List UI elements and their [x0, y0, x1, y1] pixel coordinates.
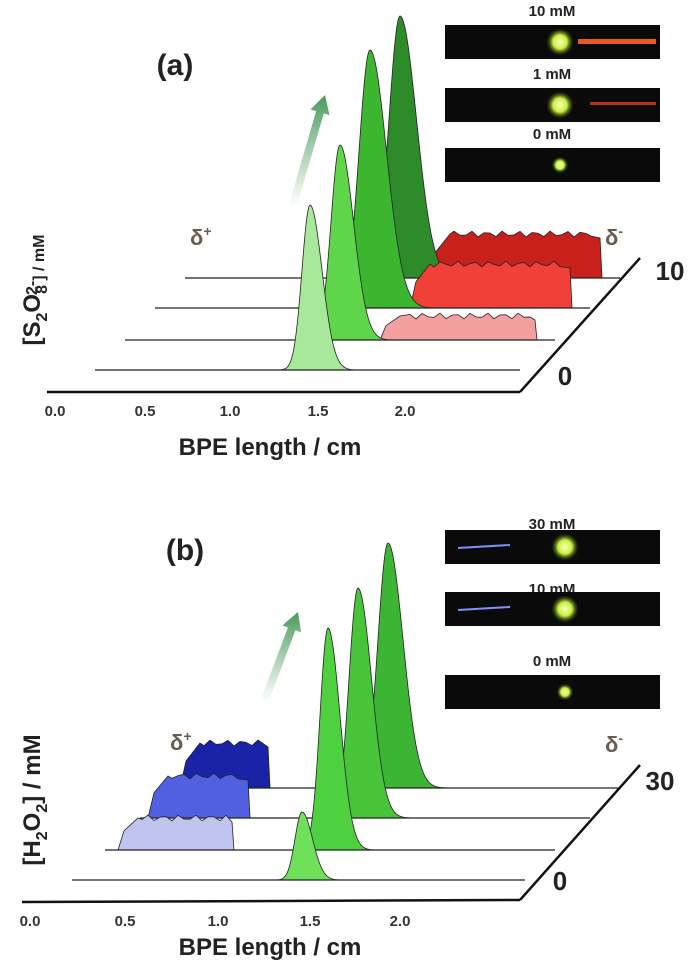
trend-arrow — [261, 612, 302, 702]
x-tick-label: 2.0 — [390, 913, 411, 930]
delta-sign: + — [183, 728, 191, 744]
peak — [277, 204, 359, 371]
x-tick-label: 0.5 — [135, 403, 156, 420]
plateau — [409, 260, 573, 309]
inset-label: 1 mM — [533, 66, 571, 83]
inset-label: 0 mM — [533, 126, 571, 143]
inset-glow — [551, 533, 579, 561]
inset-image — [445, 675, 660, 709]
y-label-part: ] / mM — [31, 235, 48, 281]
plateau — [117, 814, 235, 851]
inset-glow — [551, 595, 579, 623]
x-tick-label: 0.0 — [45, 403, 66, 420]
trend-arrow — [289, 95, 330, 207]
inset-label: 0 mM — [533, 653, 571, 670]
delta-symbol: δ — [170, 730, 183, 755]
delta-symbol: δ — [190, 225, 203, 250]
panel-label: (a) — [157, 49, 194, 82]
cathode-label: δ- — [605, 223, 623, 250]
inset-label: 10 mM — [529, 3, 576, 20]
depth-axis — [519, 764, 641, 901]
inset-streak — [590, 102, 656, 105]
x-axis — [21, 898, 521, 904]
x-tick-label: 1.5 — [300, 913, 321, 930]
x-tick-label: 1.5 — [308, 403, 329, 420]
inset-glow — [556, 683, 574, 701]
x-tick-label: 1.0 — [208, 913, 229, 930]
panel-label: (b) — [166, 534, 204, 567]
y-label-part: O — [19, 294, 46, 313]
x-tick-label: 0.5 — [115, 913, 136, 930]
depth-axis — [519, 257, 641, 393]
inset-streak — [457, 544, 511, 549]
x-axis-label: BPE length / cm — [179, 434, 362, 461]
delta-symbol: δ — [605, 225, 618, 250]
delta-sign: - — [618, 730, 623, 746]
depth-tick-label: 30 — [646, 766, 675, 796]
plateau — [379, 312, 538, 341]
depth-tick-label: 0 — [553, 866, 567, 896]
anode-label: δ+ — [190, 223, 212, 250]
x-tick-label: 0.0 — [20, 913, 41, 930]
y-label-part: 2 — [34, 831, 51, 840]
inset-label: 30 mM — [529, 516, 576, 533]
x-axis-label: BPE length / cm — [179, 934, 362, 961]
plateau — [147, 772, 251, 819]
inset-glow — [546, 91, 574, 119]
cathode-label: δ- — [605, 730, 623, 757]
y-label-part: O — [19, 813, 46, 832]
anode-label: δ+ — [170, 728, 192, 755]
y-label-part: [H — [19, 840, 46, 865]
delta-sign: - — [618, 223, 623, 239]
delta-symbol: δ — [605, 732, 618, 757]
depth-tick-label: 0 — [558, 361, 572, 391]
y-axis-label: [H2O2] / mM — [19, 734, 51, 865]
inset-streak — [578, 39, 656, 44]
inset-streak — [457, 606, 511, 611]
y-label-part: 2 — [34, 312, 51, 321]
x-tick-label: 1.0 — [220, 403, 241, 420]
inset-glow — [551, 156, 569, 174]
y-label-part: [S — [19, 321, 46, 345]
delta-sign: + — [203, 223, 211, 239]
inset-glow — [546, 28, 574, 56]
y-label-part: 8 — [34, 285, 51, 294]
plateau — [179, 739, 271, 789]
peak — [273, 811, 345, 881]
y-label-part: ] / mM — [19, 734, 46, 803]
depth-tick-label: 10 — [656, 256, 685, 286]
y-label-part: 2- — [24, 281, 41, 295]
y-axis-label: [S2O82-] / mM — [19, 235, 51, 346]
x-tick-label: 2.0 — [395, 403, 416, 420]
y-label-part: 2 — [34, 804, 51, 813]
